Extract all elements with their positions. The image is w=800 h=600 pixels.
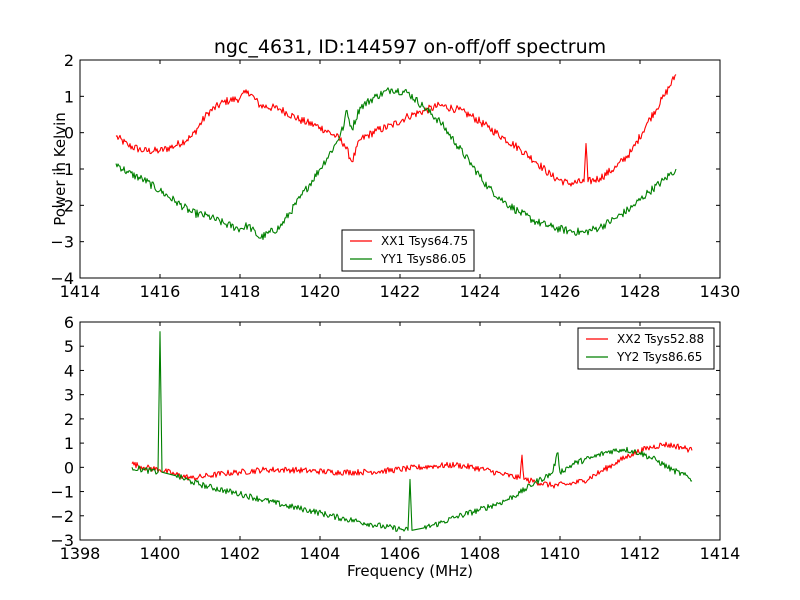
top-y-tick-label: −1 <box>50 160 74 179</box>
bottom-y-tick-label: −3 <box>50 531 74 550</box>
top-plot-lines <box>115 74 677 241</box>
legend-label-xx1: XX1 Tsys64.75 <box>381 234 468 248</box>
bottom-x-tick-label: 1414 <box>700 544 741 563</box>
top-y-tick-label: 0 <box>64 124 74 143</box>
top-x-tick-label: 1428 <box>620 282 661 301</box>
bottom-x-tick-label: 1410 <box>540 544 581 563</box>
bottom-x-tick-label: 1400 <box>140 544 181 563</box>
top-series-xx1 <box>115 74 677 187</box>
bottom-y-tick-label: 5 <box>64 337 74 356</box>
bottom-legend-box <box>577 327 715 370</box>
bottom-axes: 1398 1400 1402 1404 1406 1408 1410 1412 1414−3−2… <box>50 313 740 580</box>
top-axes: 1414 1416 1418 1420 1422 1424 1426 1428 1430 −4 −3… <box>50 51 740 301</box>
bottom-y-tick-label: 4 <box>64 361 74 380</box>
bottom-x-tick-label: 1404 <box>300 544 341 563</box>
top-y-tick-label: 1 <box>64 87 74 106</box>
top-x-tick-label: 1430 <box>700 282 741 301</box>
top-series-yy1 <box>115 87 677 241</box>
bottom-x-tick-label: 1412 <box>620 544 661 563</box>
bottom-y-tick-label: −2 <box>50 507 74 526</box>
bottom-x-tick-label: 1402 <box>220 544 261 563</box>
top-x-tick-label: 1422 <box>380 282 421 301</box>
legend-label-yy1: YY1 Tsys86.05 <box>380 252 466 266</box>
bottom-y-tick-label: 0 <box>64 458 74 477</box>
chart-title: ngc_4631, ID:144597 on-off/off spectrum <box>214 36 606 58</box>
top-axes-ticks: 1414 1416 1418 1420 1422 1424 1426 1428 1430 −4 −3… <box>50 51 740 301</box>
legend-label-xx2: XX2 Tsys52.88 <box>617 332 704 346</box>
bottom-legend: XX2 Tsys52.88 YY2 Tsys86.65 <box>577 327 715 370</box>
top-x-tick-label: 1426 <box>540 282 581 301</box>
bottom-axes-ticks: 1398 1400 1402 1404 1406 1408 1410 1412 1414−3−2… <box>50 313 740 563</box>
bottom-plot-lines <box>131 331 693 532</box>
top-y-tick-label: −2 <box>50 196 74 215</box>
top-x-tick-label: 1420 <box>300 282 341 301</box>
bottom-y-tick-label: −1 <box>50 483 74 502</box>
bottom-x-tick-label: 1406 <box>380 544 421 563</box>
bottom-series-xx2 <box>131 441 693 489</box>
bottom-series-yy2 <box>131 331 693 532</box>
top-x-tick-label: 1424 <box>460 282 501 301</box>
top-x-tick-label: 1414 <box>60 282 101 301</box>
top-y-axis-label: Power in Kelvin <box>51 112 69 226</box>
bottom-x-axis-label: Frequency (MHz) <box>347 562 473 580</box>
top-legend: XX1 Tsys64.75 YY1 Tsys86.05 <box>341 229 475 272</box>
bottom-y-tick-label: 2 <box>64 410 74 429</box>
bottom-y-tick-label: 1 <box>64 434 74 453</box>
top-y-tick-label: −4 <box>50 269 74 288</box>
top-y-tick-label: 2 <box>64 51 74 70</box>
legend-label-yy2: YY2 Tsys86.65 <box>616 350 702 364</box>
top-legend-box <box>341 229 475 272</box>
bottom-y-tick-label: 3 <box>64 386 74 405</box>
top-x-tick-label: 1418 <box>220 282 261 301</box>
bottom-y-tick-label: 6 <box>64 313 74 332</box>
top-x-tick-label: 1416 <box>140 282 181 301</box>
bottom-x-tick-label: 1398 <box>60 544 101 563</box>
bottom-x-tick-label: 1408 <box>460 544 501 563</box>
top-y-tick-label: −3 <box>50 233 74 252</box>
